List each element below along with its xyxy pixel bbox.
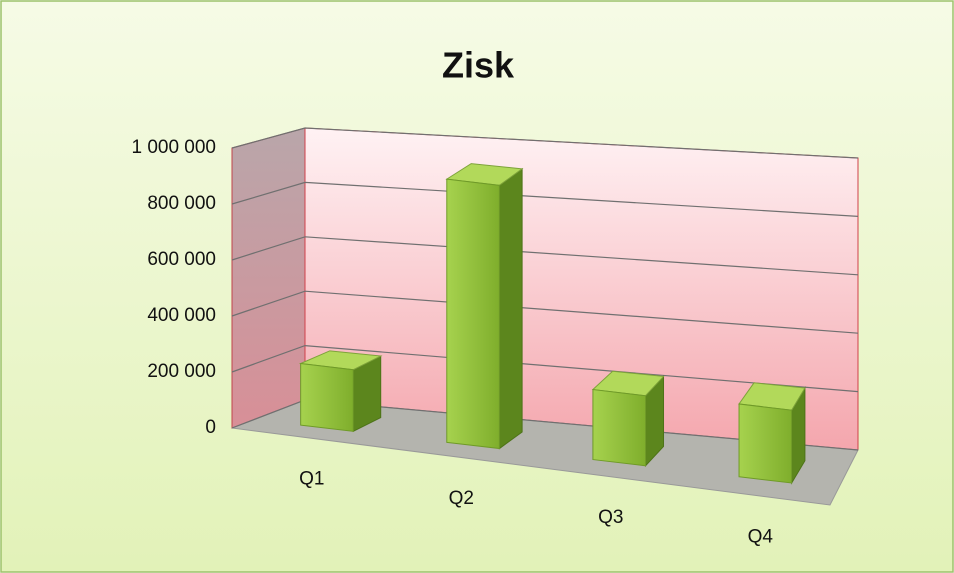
bar: [300, 362, 354, 432]
x-tick-label: Q3: [598, 507, 623, 528]
x-tick-label: Q2: [449, 488, 474, 509]
x-tick-label: Q1: [299, 469, 324, 490]
y-tick-label: 800 000: [147, 193, 216, 214]
y-tick-label: 600 000: [147, 249, 216, 270]
bar: [738, 403, 793, 484]
y-tick-label: 400 000: [147, 305, 216, 326]
grid-line: [231, 236, 859, 276]
grid-line: [231, 290, 859, 334]
y-tick-label: 200 000: [147, 361, 216, 382]
chart-title: Zisk: [442, 45, 515, 86]
bar: [446, 178, 500, 450]
y-tick-label: 1 000 000: [131, 137, 216, 158]
grid-line: [231, 181, 859, 217]
grid-line: [231, 127, 859, 159]
bar: [592, 388, 647, 467]
y-tick-label: 0: [205, 417, 216, 438]
grid-line: [231, 344, 859, 393]
left-wall: [231, 127, 306, 429]
x-tick-label: Q4: [748, 526, 774, 547]
bar-side: [498, 167, 523, 450]
